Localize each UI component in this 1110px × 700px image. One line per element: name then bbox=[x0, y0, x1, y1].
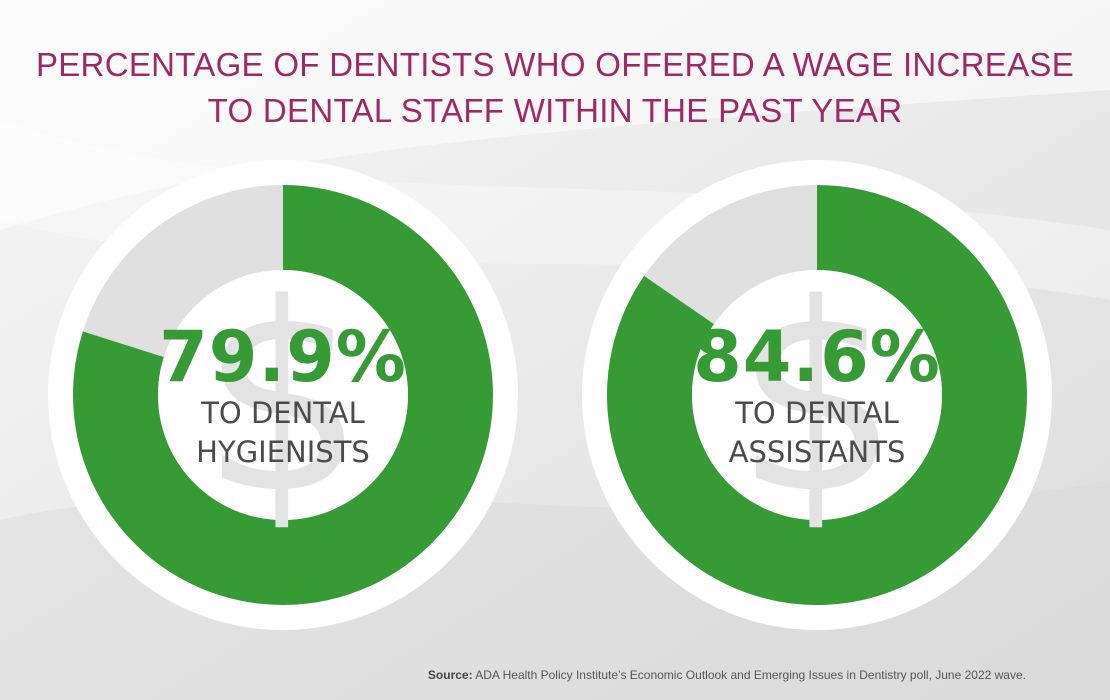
source-note: Source: ADA Health Policy Institute’s Ec… bbox=[428, 668, 1026, 682]
donut-label-line-1: TO DENTAL bbox=[735, 396, 899, 430]
donut-value-label: 79.9% bbox=[159, 316, 407, 398]
donut-slice-remainder bbox=[82, 185, 283, 358]
donut-slice-value bbox=[72, 185, 494, 605]
donut-center-hole bbox=[692, 270, 942, 520]
donut-slice-remainder bbox=[644, 185, 817, 325]
source-text: ADA Health Policy Institute’s Economic O… bbox=[472, 668, 1026, 682]
dollar-sign-icon: $ bbox=[734, 249, 900, 551]
donut-center-hole bbox=[158, 270, 408, 520]
donut-label-line-2: HYGIENISTS bbox=[196, 435, 370, 469]
donut-svg bbox=[48, 160, 518, 630]
donut-value-label: 84.6% bbox=[693, 316, 941, 398]
donut-label-line-2: ASSISTANTS bbox=[728, 435, 906, 469]
donut-label-line-1: TO DENTAL bbox=[201, 396, 365, 430]
donut-svg bbox=[582, 160, 1052, 630]
title-line-2: TO DENTAL STAFF WITHIN THE PAST YEAR bbox=[207, 92, 903, 129]
source-prefix: Source: bbox=[427, 668, 473, 682]
dollar-sign-icon: $ bbox=[200, 249, 366, 551]
title-line-1: PERCENTAGE OF DENTISTS WHO OFFERED A WAG… bbox=[35, 46, 1075, 83]
donut-chart-hygienists: $ 79.9% TO DENTAL HYGIENISTS bbox=[48, 160, 518, 630]
chart-title: PERCENTAGE OF DENTISTS WHO OFFERED A WAG… bbox=[0, 42, 1110, 134]
donut-slice-value bbox=[607, 185, 1027, 605]
donut-chart-assistants: $ 84.6% TO DENTAL ASSISTANTS bbox=[582, 160, 1052, 630]
